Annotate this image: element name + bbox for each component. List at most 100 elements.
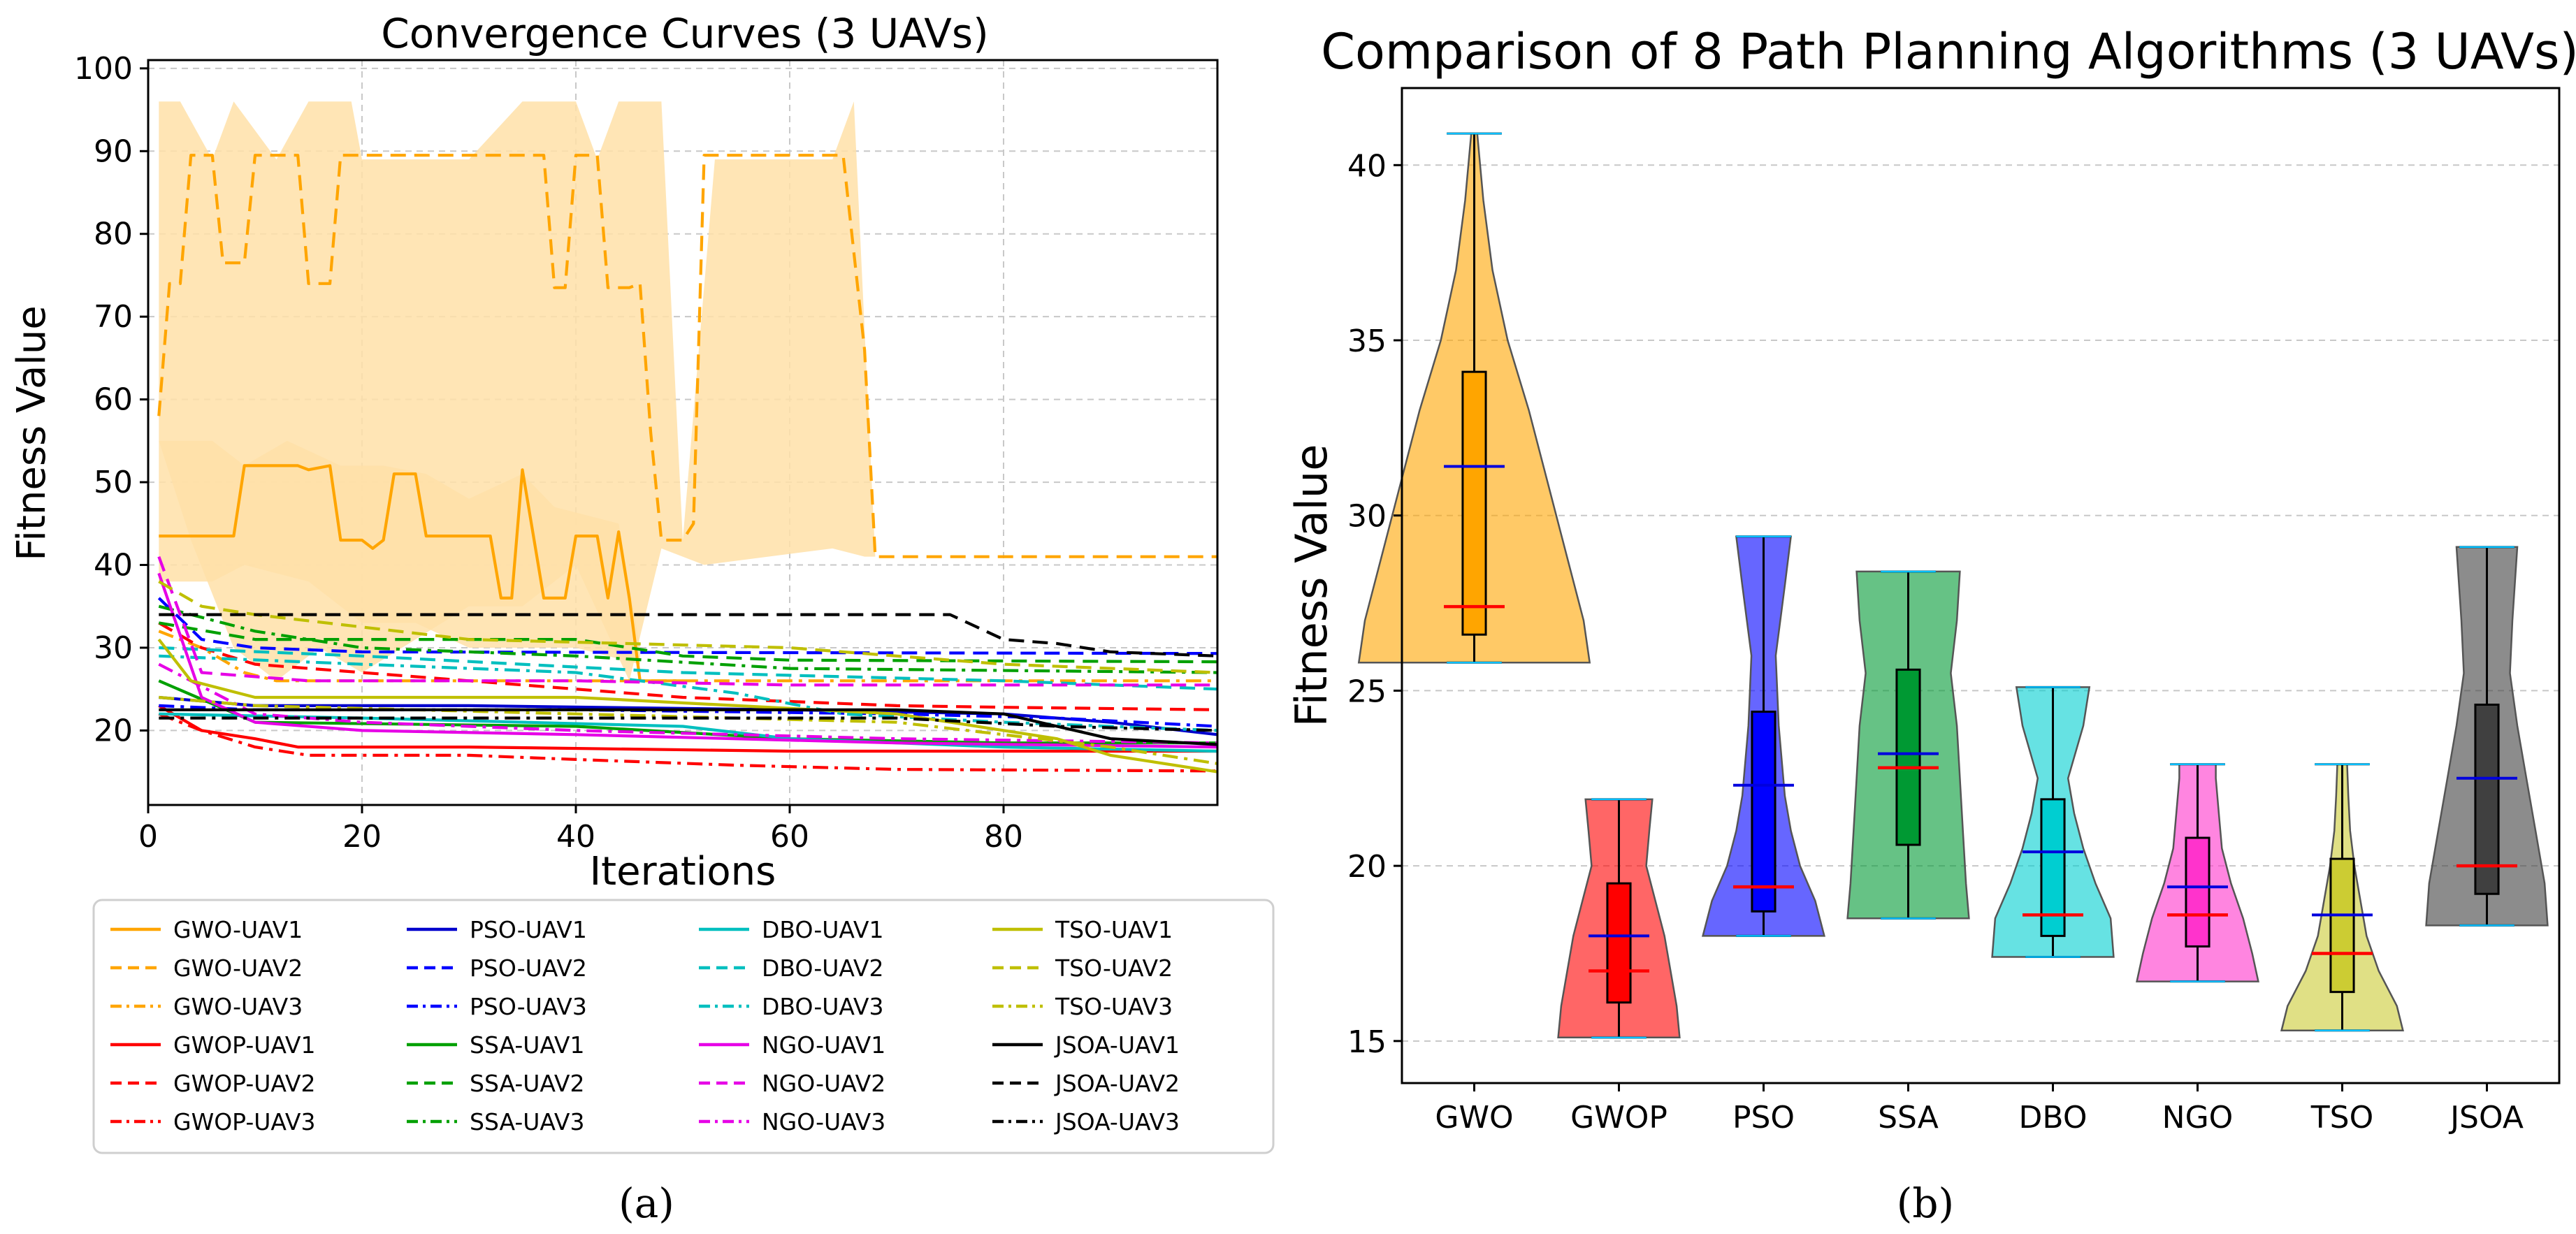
legend-label: PSO-UAV3 — [470, 993, 587, 1020]
chart-a-confidence-band — [159, 101, 1217, 681]
y-tick-label: 40 — [94, 548, 133, 583]
y-tick-label: 30 — [94, 630, 133, 666]
iqr-box — [1895, 668, 1921, 846]
x-tick-label: GWOP — [1570, 1100, 1667, 1135]
y-tick-label: 30 — [1347, 499, 1387, 535]
legend-label: JSOA-UAV3 — [1054, 1108, 1180, 1135]
iqr-box — [1606, 882, 1632, 1004]
chart-a-x-ticks: 0 20 40 60 80 — [138, 805, 1023, 855]
legend-label: PSO-UAV2 — [470, 954, 587, 982]
y-tick-label: 40 — [1347, 148, 1387, 184]
legend-label: GWO-UAV1 — [173, 916, 303, 943]
line-ngo-uav2 — [157, 556, 1217, 687]
legend-item: GWOP-UAV3 — [110, 1108, 315, 1135]
legend-item: GWOP-UAV1 — [110, 1031, 315, 1059]
legend-item: NGO-UAV2 — [699, 1070, 885, 1097]
legend-frame — [92, 899, 1275, 1154]
legend-item: SSA-UAV1 — [407, 1031, 584, 1059]
y-tick-label: 60 — [94, 382, 133, 418]
legend-label: GWOP-UAV3 — [173, 1108, 315, 1135]
legend-item: PSO-UAV3 — [407, 993, 587, 1020]
iqr-box — [2474, 703, 2500, 895]
legend-label: NGO-UAV3 — [762, 1108, 885, 1135]
chart-b: Comparison of 8 Path Planning Algorithms… — [1286, 23, 2576, 1135]
legend-item: GWOP-UAV2 — [110, 1070, 315, 1097]
line-pso-uav2 — [157, 597, 1218, 655]
x-tick-label: TSO — [2310, 1100, 2373, 1135]
y-tick-label: 35 — [1347, 324, 1387, 359]
iqr-box — [1751, 711, 1777, 913]
panel-label-b: (b) — [1897, 1179, 1954, 1227]
legend-label: TSO-UAV2 — [1055, 954, 1173, 982]
legend-item: TSO-UAV2 — [992, 954, 1173, 982]
y-tick-label: 20 — [94, 713, 133, 748]
legend-label: JSOA-UAV2 — [1054, 1070, 1180, 1097]
y-tick-label: 25 — [1347, 674, 1387, 709]
legend-label: JSOA-UAV1 — [1054, 1031, 1180, 1059]
line-gwop-uav3 — [158, 712, 1218, 773]
line-tso-uav2 — [158, 580, 1218, 674]
legend-label: DBO-UAV1 — [762, 916, 883, 943]
line-jsoa-uav3 — [159, 716, 1218, 732]
legend-item: TSO-UAV1 — [992, 916, 1173, 943]
legend-label: SSA-UAV1 — [470, 1031, 584, 1059]
chart-b-ylabel: Fitness Value — [1286, 444, 1337, 727]
legend-item: JSOA-UAV2 — [992, 1070, 1180, 1097]
legend-item: JSOA-UAV1 — [992, 1031, 1180, 1059]
chart-b-title: Comparison of 8 Path Planning Algorithms… — [1321, 23, 2576, 80]
y-tick-label: 20 — [1347, 849, 1387, 885]
violin-gwo — [1357, 132, 1591, 664]
chart-a: Convergence Curves (3 UAVs) 20 30 40 50 60 70… — [9, 10, 1275, 1154]
violin-gwop — [1557, 798, 1681, 1039]
legend-label: PSO-UAV1 — [470, 916, 587, 943]
legend-item: SSA-UAV2 — [407, 1070, 584, 1097]
line-dbo-uav3 — [159, 654, 1218, 732]
legend-label: GWO-UAV2 — [173, 954, 303, 982]
line-ssa-uav3 — [158, 604, 1218, 674]
legend-label: NGO-UAV2 — [762, 1070, 885, 1097]
x-tick-label: 40 — [556, 819, 595, 855]
line-jsoa-uav2 — [159, 613, 1218, 658]
x-tick-label: NGO — [2162, 1100, 2234, 1135]
x-tick-label: 80 — [984, 819, 1023, 855]
legend-label: TSO-UAV1 — [1055, 916, 1173, 943]
legend-item: DBO-UAV3 — [699, 993, 883, 1020]
line-dbo-uav2 — [159, 646, 1218, 691]
x-tick-label: 20 — [342, 819, 382, 855]
chart-a-xlabel: Iterations — [590, 849, 776, 894]
panel-label-a: (a) — [618, 1179, 674, 1227]
legend-label: SSA-UAV3 — [470, 1108, 584, 1135]
legend-item: DBO-UAV2 — [699, 954, 883, 982]
y-tick-label: 80 — [94, 217, 133, 252]
violin-ngo — [2136, 763, 2259, 983]
chart-a-y-ticks: 20 30 40 50 60 70 80 90 100 — [74, 51, 148, 748]
legend-item: PSO-UAV1 — [407, 916, 587, 943]
chart-a-axes-frame — [147, 59, 1219, 806]
line-ssa-uav2 — [158, 621, 1218, 664]
line-ngo-uav3 — [158, 662, 1218, 745]
chart-a-ylabel: Fitness Value — [9, 305, 55, 561]
legend-item: GWO-UAV3 — [110, 993, 303, 1020]
legend-item: GWO-UAV1 — [110, 916, 303, 943]
line-pso-uav3 — [159, 704, 1218, 728]
y-tick-label: 90 — [94, 133, 133, 169]
violin-ssa — [1846, 570, 1970, 920]
violin-pso — [1701, 535, 1826, 937]
legend-item: JSOA-UAV3 — [992, 1108, 1180, 1135]
chart-a-title: Convergence Curves (3 UAVs) — [381, 10, 989, 57]
legend-label: GWOP-UAV2 — [173, 1070, 315, 1097]
line-jsoa-uav1 — [159, 708, 1218, 746]
iqr-box — [2185, 836, 2210, 948]
y-tick-label: 100 — [74, 51, 133, 87]
legend-label: NGO-UAV1 — [762, 1031, 885, 1059]
legend-item: SSA-UAV3 — [407, 1108, 584, 1135]
legend-label: SSA-UAV2 — [470, 1070, 584, 1097]
legend-item: NGO-UAV3 — [699, 1108, 885, 1135]
y-tick-label: 15 — [1347, 1024, 1387, 1060]
x-tick-label: PSO — [1732, 1100, 1795, 1135]
x-tick-label: SSA — [1878, 1100, 1939, 1135]
iqr-box — [2040, 798, 2066, 937]
y-tick-label: 70 — [94, 299, 133, 335]
iqr-box — [2329, 857, 2355, 994]
